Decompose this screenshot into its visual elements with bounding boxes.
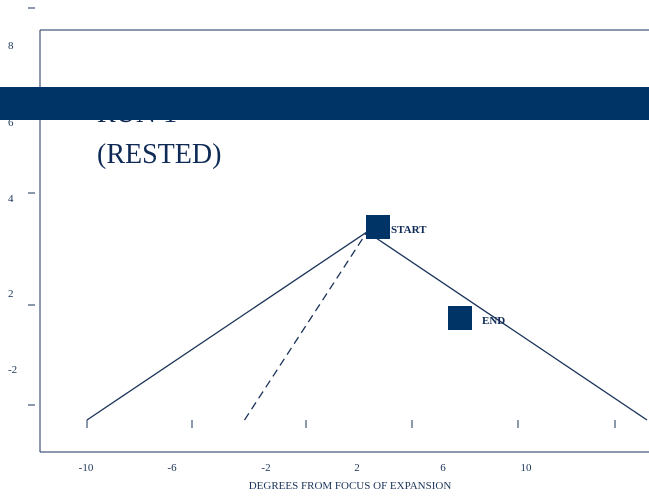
series-solid-line xyxy=(86,231,648,421)
y-tick-label: 4 xyxy=(8,193,14,205)
x-tick-label: 10 xyxy=(521,462,533,474)
x-axis-title: DEGREES FROM FOCUS OF EXPANSION xyxy=(249,480,452,492)
start-marker xyxy=(366,215,390,239)
x-tick-label: 2 xyxy=(354,462,360,474)
y-tick-label: 2 xyxy=(8,288,14,300)
y-tick-label: 6 xyxy=(8,117,14,129)
end-label: END xyxy=(482,315,505,327)
start-label: START xyxy=(391,224,427,236)
y-tick-label: -2 xyxy=(8,364,17,376)
x-tick-label: -10 xyxy=(79,462,94,474)
title-banner xyxy=(0,87,649,120)
x-tick-label: -2 xyxy=(261,462,270,474)
y-tick-label: 8 xyxy=(8,40,14,52)
series-dashed-line xyxy=(243,231,368,421)
x-tick-label: -6 xyxy=(167,462,177,474)
chart-title-line-2: (RESTED) xyxy=(97,139,221,170)
end-marker xyxy=(448,306,472,330)
x-tick-label: 6 xyxy=(440,462,446,474)
